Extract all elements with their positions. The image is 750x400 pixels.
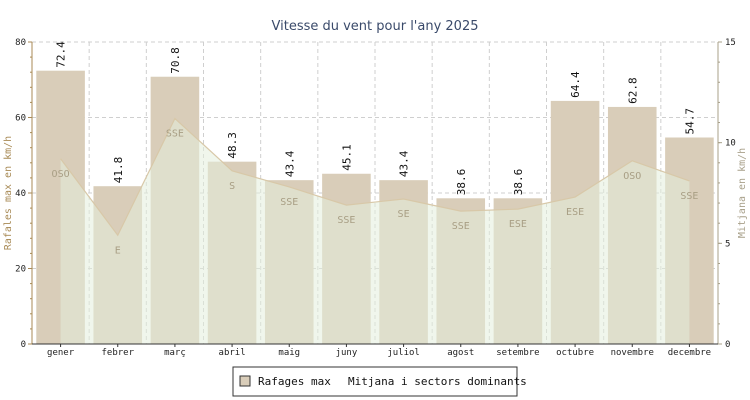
- sector-label: SSE: [166, 129, 184, 140]
- x-tick-label: juny: [336, 348, 358, 358]
- x-tick-label: setembre: [496, 348, 539, 358]
- x-tick-label: octubre: [556, 348, 594, 358]
- bar-value-label: 45.1: [340, 144, 353, 171]
- bar-value-label: 43.4: [283, 150, 296, 177]
- bar-value-label: 38.6: [512, 169, 525, 196]
- sector-label: SSE: [452, 221, 470, 232]
- x-tick-label: maig: [278, 348, 300, 358]
- axes: 0 20 40 60 80 0 5 10 15 gener febrer març abril maig j…: [15, 38, 736, 358]
- legend-swatch-bars: [239, 375, 251, 387]
- x-tick-label: gener: [47, 348, 75, 358]
- bar-value-label: 70.8: [169, 47, 182, 74]
- sector-label: OSO: [52, 169, 70, 180]
- legend-entry-area: Mitjana i sectors dominants: [348, 375, 527, 388]
- y-tick-label-right: 5: [725, 239, 730, 249]
- legend: Rafages max Mitjana i sectors dominants: [232, 366, 527, 397]
- y-tick-label-right: 15: [725, 38, 736, 48]
- y-tick-label-left: 40: [15, 189, 26, 199]
- bar-value-label: 48.3: [226, 132, 239, 159]
- sector-label: SE: [398, 209, 410, 220]
- area-fill: [60, 118, 690, 344]
- bar-value-label: 41.8: [112, 157, 125, 184]
- bar-value-label: 43.4: [398, 150, 411, 177]
- bar-value-label: 54.7: [683, 108, 696, 135]
- x-tick-label: març: [164, 348, 186, 358]
- sector-label: S: [229, 181, 235, 192]
- sector-label: ESE: [509, 219, 527, 230]
- chart-title: Vitesse du vent pour l'any 2025: [272, 19, 479, 34]
- sector-label: SSE: [280, 197, 298, 208]
- y-axis-left-label: Rafales max en km/h: [3, 136, 14, 250]
- sector-label: SSE: [680, 191, 698, 202]
- x-tick-label: novembre: [611, 348, 654, 358]
- bar-value-label: 38.6: [455, 169, 468, 196]
- legend-box: [232, 366, 518, 397]
- y-tick-label-left: 0: [21, 340, 26, 350]
- y-tick-label-right: 10: [725, 139, 736, 149]
- bar-value-label: 62.8: [626, 77, 639, 104]
- x-tick-label: decembre: [668, 348, 711, 358]
- y-tick-label-left: 60: [15, 114, 26, 124]
- sector-label: ESE: [566, 207, 584, 218]
- x-tick-label: agost: [447, 348, 474, 358]
- bar-value-label: 72.4: [55, 41, 68, 68]
- y-tick-label-right: 0: [725, 340, 730, 350]
- y-axis-right-label: Mitjana en km/h: [737, 148, 748, 238]
- area-line: [60, 117, 690, 237]
- y-tick-label-left: 20: [15, 265, 26, 275]
- x-tick-label: abril: [219, 348, 246, 358]
- legend-entry-bars: Rafages max: [258, 375, 331, 388]
- x-tick-label: juliol: [387, 348, 420, 358]
- sector-label: OSO: [623, 171, 641, 182]
- data-labels: OSO E SSE S SSE SSE SE SSE ESE ESE OSO SSE 72.4 41.8 7…: [52, 41, 699, 256]
- y-tick-label-left: 80: [15, 38, 26, 48]
- sector-label: SSE: [337, 215, 355, 226]
- x-tick-label: febrer: [101, 348, 134, 358]
- sector-label: E: [115, 245, 121, 256]
- bar-value-label: 64.4: [569, 71, 582, 98]
- area-series: [60, 117, 690, 344]
